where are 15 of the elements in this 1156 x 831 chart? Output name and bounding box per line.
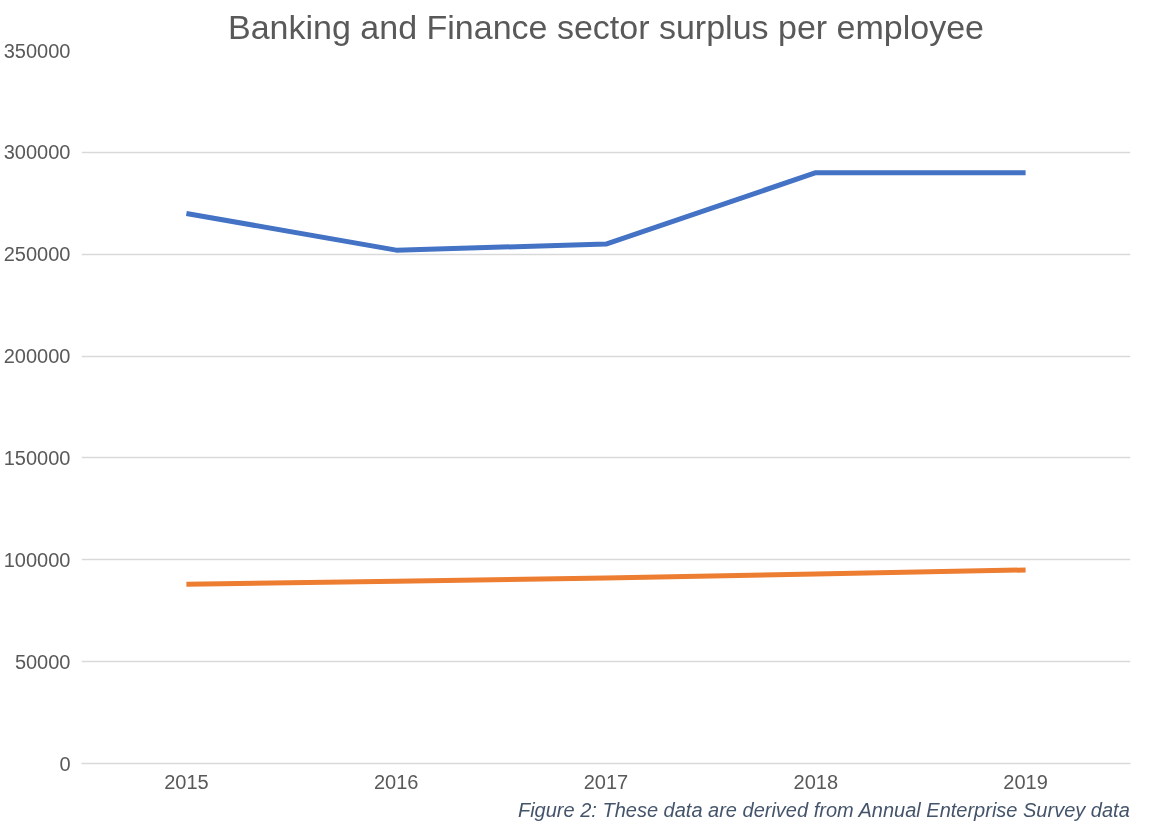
y-tick-label: 100000: [3, 548, 71, 571]
y-tick-label: 50000: [14, 650, 71, 673]
y-tick-label: 250000: [3, 243, 71, 266]
y-tick-label: 350000: [3, 39, 71, 62]
x-tick-label: 2015: [164, 770, 209, 793]
chart-title: Banking and Finance sector surplus per employee: [228, 7, 985, 46]
y-tick-label: 150000: [3, 446, 71, 469]
y-tick-label: 200000: [3, 345, 71, 368]
y-tick-label: 300000: [3, 141, 71, 164]
x-tick-label: 2016: [373, 770, 419, 793]
y-tick-label: 0: [59, 752, 71, 775]
x-tick-label: 2017: [583, 770, 629, 793]
x-tick-label: 2018: [793, 770, 839, 793]
caption: Figure 2: These data are derived from Annual Enterprise Survey data: [517, 798, 1130, 821]
x-tick-label: 2019: [1003, 770, 1048, 793]
